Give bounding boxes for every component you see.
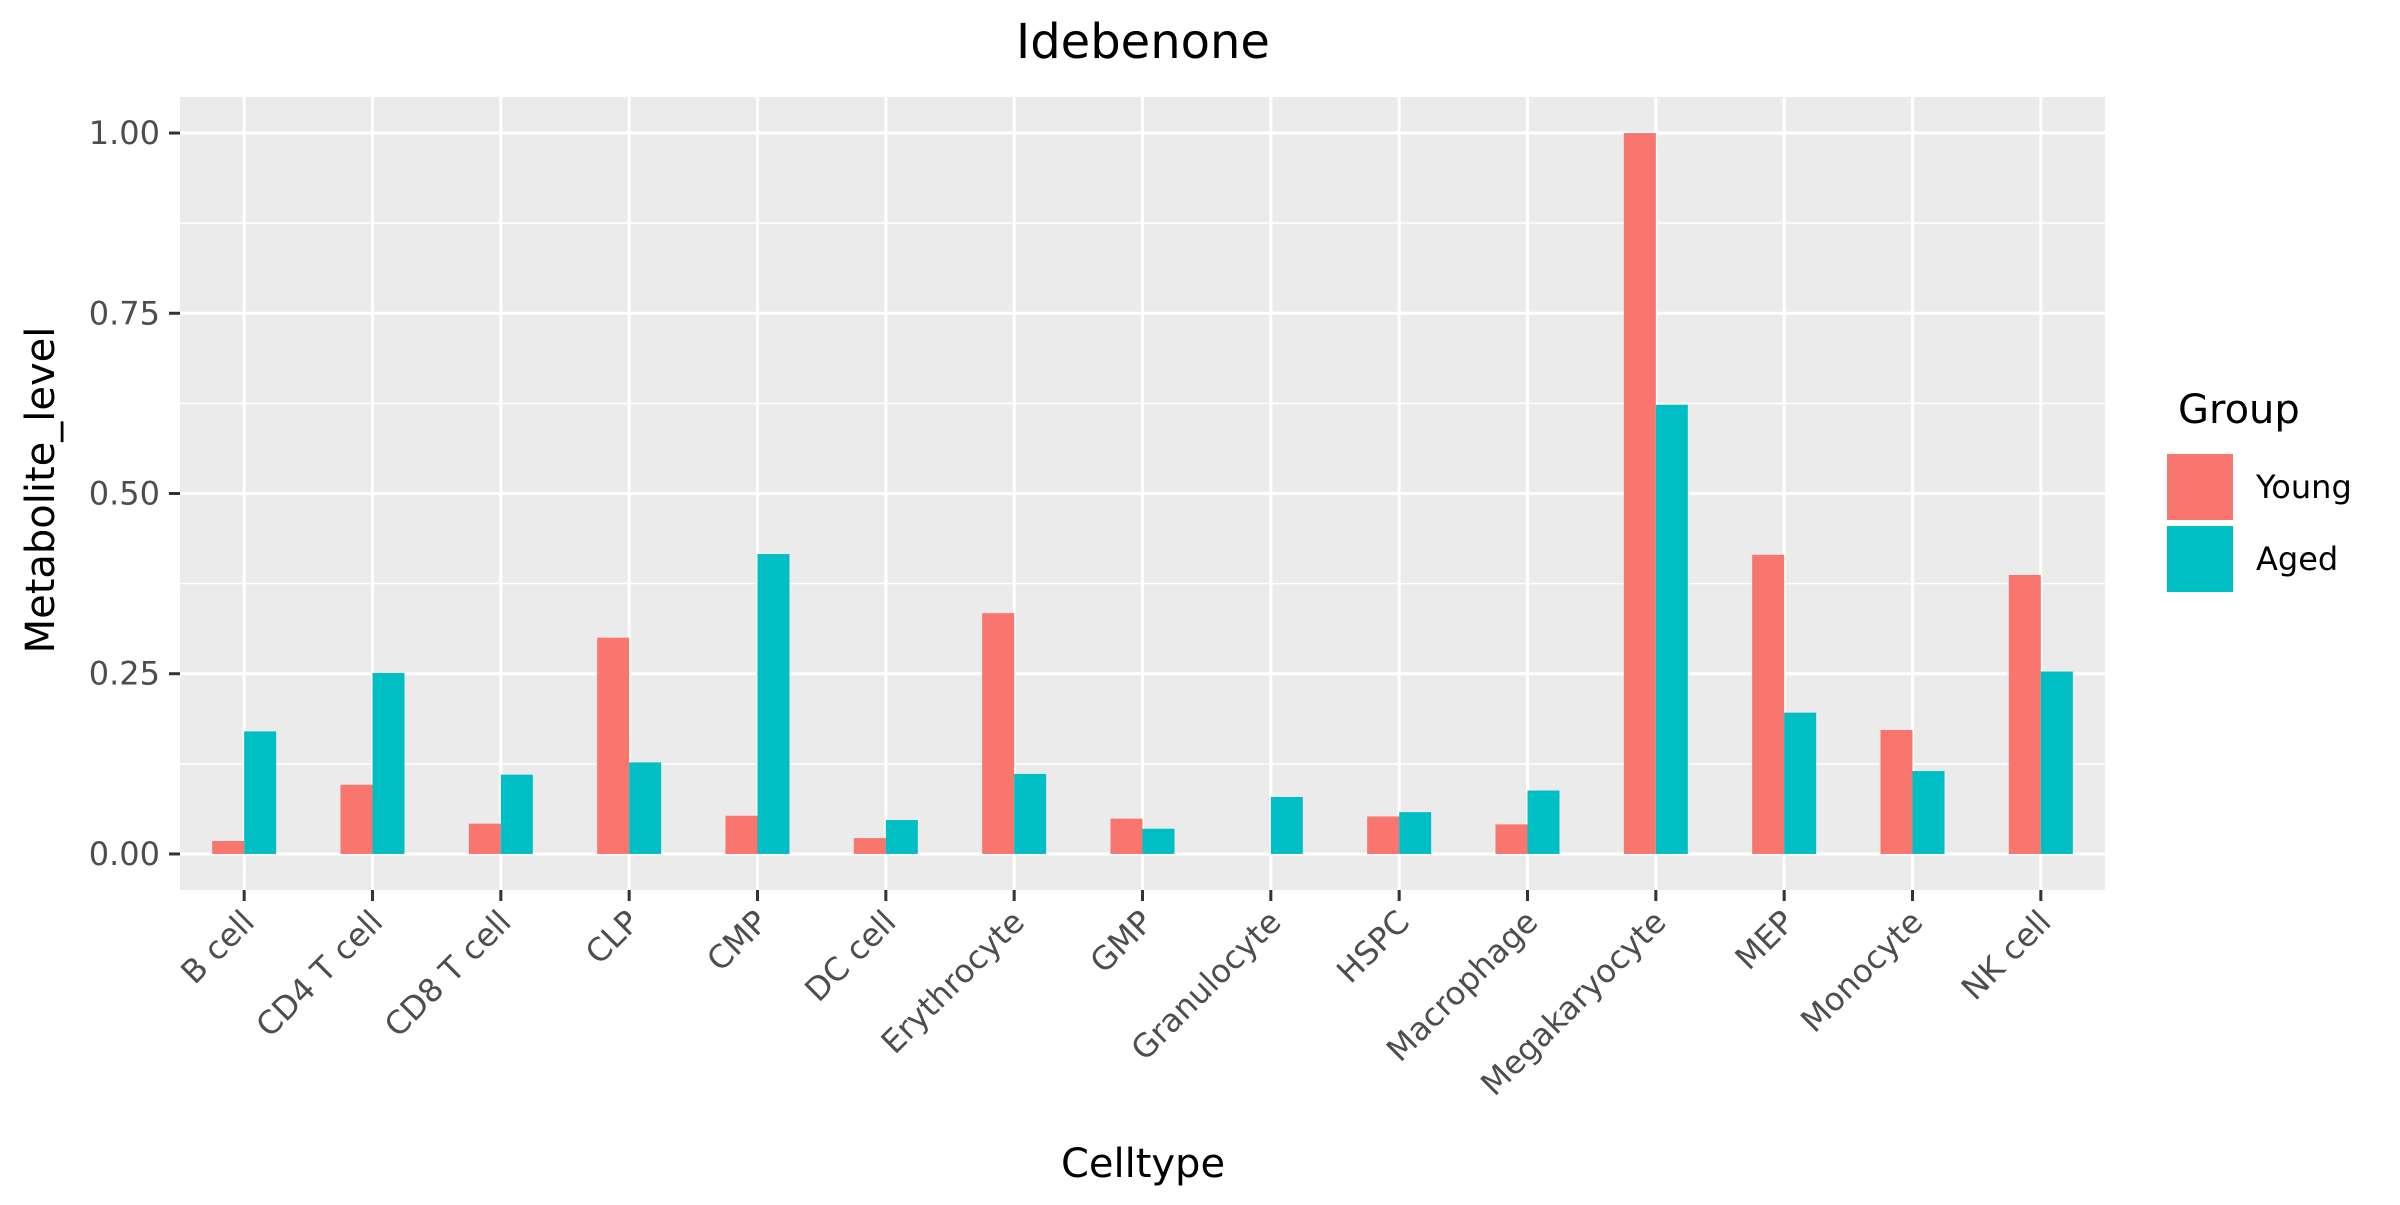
chart-title: Idebenone bbox=[1016, 14, 1270, 70]
y-tick-label: 0.25 bbox=[89, 655, 160, 693]
bar-young-nk-cell bbox=[2008, 574, 2041, 854]
bars-layer bbox=[212, 133, 2073, 854]
x-tick-label: GMP bbox=[1083, 903, 1161, 981]
bar-young-dc-cell bbox=[853, 838, 886, 854]
bar-young-mep bbox=[1752, 554, 1785, 854]
bar-aged-megakaryocyte bbox=[1655, 404, 1688, 854]
x-tick-label: MEP bbox=[1727, 903, 1801, 977]
bar-aged-b-cell bbox=[244, 731, 277, 854]
bar-young-megakaryocyte bbox=[1623, 133, 1656, 854]
bar-aged-erythrocyte bbox=[1014, 773, 1047, 854]
bar-young-b-cell bbox=[212, 840, 245, 854]
bar-aged-granulocyte bbox=[1270, 797, 1303, 854]
legend-title: Group bbox=[2178, 387, 2300, 433]
y-tick-label: 0.00 bbox=[89, 835, 160, 873]
x-tick-label: DC cell bbox=[797, 903, 903, 1009]
bar-aged-nk-cell bbox=[2040, 671, 2073, 854]
x-tick-label: CD4 T cell bbox=[249, 903, 391, 1045]
x-tick-label: B cell bbox=[173, 903, 262, 992]
y-axis-title: Metabolite_level bbox=[18, 327, 64, 654]
bar-aged-gmp bbox=[1142, 828, 1175, 854]
bar-young-gmp bbox=[1110, 818, 1143, 854]
bar-young-cd4-t-cell bbox=[340, 784, 373, 854]
bar-young-monocyte bbox=[1880, 729, 1913, 854]
bar-young-cd8-t-cell bbox=[468, 823, 501, 854]
legend: Group Young Aged bbox=[2167, 387, 2352, 592]
legend-key-aged bbox=[2167, 526, 2233, 592]
x-tick-label: HSPC bbox=[1329, 903, 1417, 991]
y-tick-label: 0.75 bbox=[89, 294, 160, 332]
x-tick-label: CMP bbox=[699, 903, 775, 979]
bar-aged-hspc bbox=[1399, 812, 1432, 854]
bar-young-macrophage bbox=[1495, 824, 1528, 854]
y-tick-label: 0.50 bbox=[89, 475, 160, 513]
bar-aged-clp bbox=[629, 762, 662, 854]
plot-panel bbox=[180, 97, 2105, 890]
bar-aged-cmp bbox=[757, 554, 790, 854]
bar-aged-macrophage bbox=[1527, 790, 1560, 854]
x-tick-label: NK cell bbox=[1954, 903, 2059, 1008]
bar-aged-dc-cell bbox=[885, 820, 918, 854]
bar-aged-cd8-t-cell bbox=[500, 774, 533, 854]
x-tick-label: CD8 T cell bbox=[377, 903, 519, 1045]
x-tick-label: Monocyte bbox=[1793, 903, 1930, 1040]
x-tick-label: CLP bbox=[578, 903, 647, 972]
legend-label-young: Young bbox=[2255, 468, 2352, 506]
y-axis: 0.00 0.25 0.50 0.75 1.00 bbox=[89, 114, 180, 873]
x-axis-title: Celltype bbox=[1061, 1141, 1225, 1187]
legend-label-aged: Aged bbox=[2256, 540, 2338, 578]
bar-young-hspc bbox=[1367, 816, 1400, 854]
bar-aged-mep bbox=[1784, 712, 1817, 854]
bar-young-erythrocyte bbox=[982, 613, 1015, 854]
legend-key-young bbox=[2167, 454, 2233, 520]
bar-aged-monocyte bbox=[1912, 771, 1945, 854]
bar-young-clp bbox=[597, 637, 630, 854]
bar-aged-cd4-t-cell bbox=[372, 673, 405, 854]
bar-young-cmp bbox=[725, 815, 758, 854]
y-tick-label: 1.00 bbox=[89, 114, 160, 152]
